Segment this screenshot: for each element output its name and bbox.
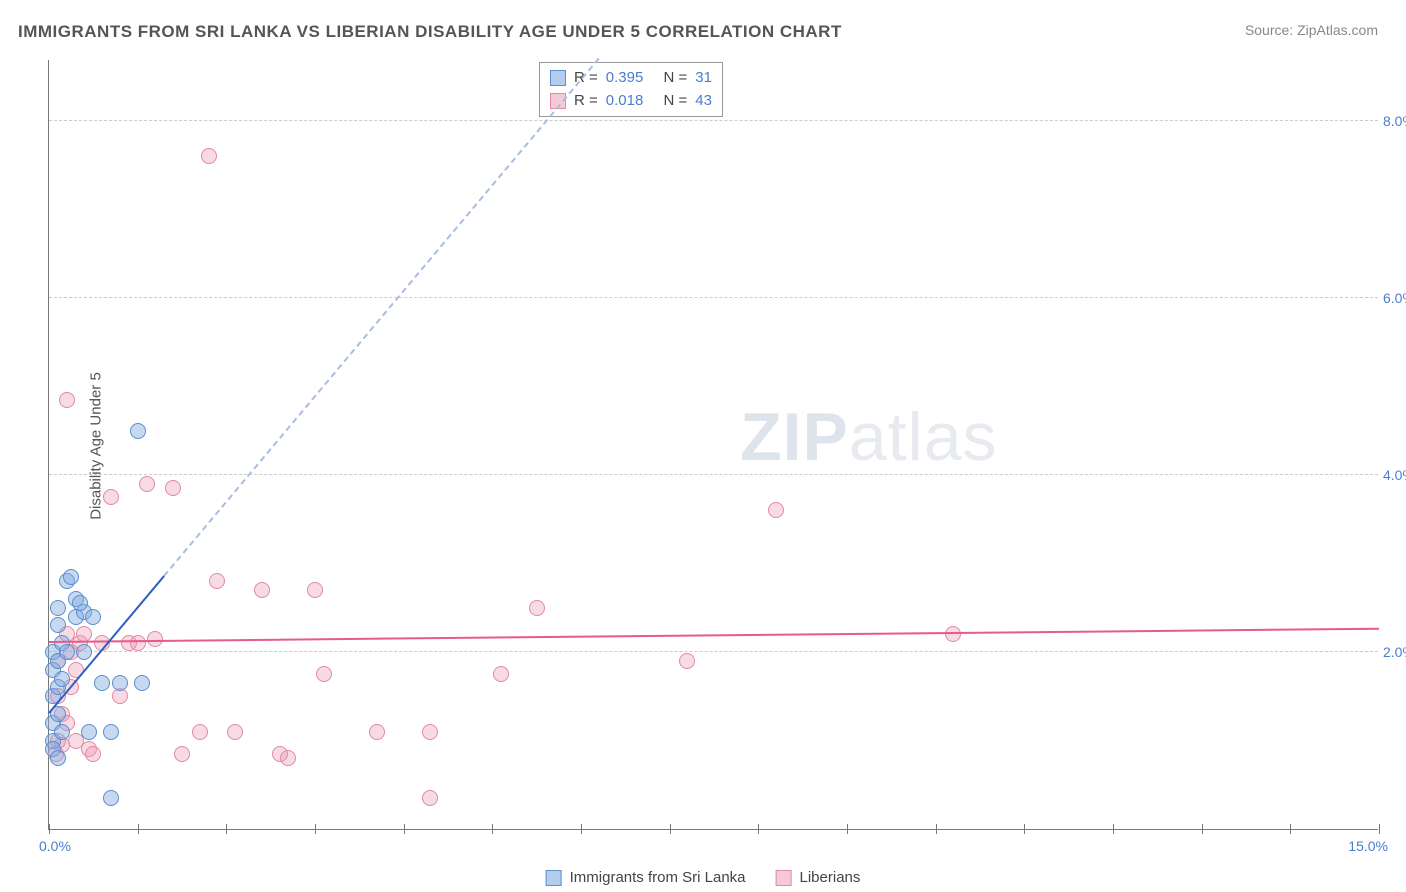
- x-tick: [226, 824, 227, 834]
- data-point: [85, 746, 101, 762]
- x-tick: [936, 824, 937, 834]
- data-point: [54, 671, 70, 687]
- data-point: [134, 675, 150, 691]
- data-point: [254, 582, 270, 598]
- data-point: [85, 609, 101, 625]
- x-tick: [670, 824, 671, 834]
- watermark: ZIPatlas: [740, 398, 997, 476]
- data-point: [422, 724, 438, 740]
- x-tick: [1113, 824, 1114, 834]
- data-point: [768, 502, 784, 518]
- r-label: R =: [574, 90, 598, 113]
- n-label: N =: [663, 67, 687, 90]
- legend-swatch-pink-icon: [776, 870, 792, 886]
- data-point: [201, 148, 217, 164]
- data-point: [316, 666, 332, 682]
- x-tick: [758, 824, 759, 834]
- data-point: [165, 480, 181, 496]
- data-point: [72, 595, 88, 611]
- y-tick-label: 4.0%: [1383, 467, 1406, 483]
- chart-title: IMMIGRANTS FROM SRI LANKA VS LIBERIAN DI…: [18, 22, 842, 42]
- r-value-blue: 0.395: [606, 67, 644, 90]
- data-point: [94, 675, 110, 691]
- data-point: [192, 724, 208, 740]
- y-tick-label: 6.0%: [1383, 290, 1406, 306]
- data-point: [59, 392, 75, 408]
- legend-label-pink: Liberians: [800, 869, 861, 886]
- y-tick-label: 8.0%: [1383, 113, 1406, 129]
- x-tick: [49, 824, 50, 834]
- n-value-pink: 43: [695, 90, 712, 113]
- data-point: [54, 724, 70, 740]
- data-point: [679, 653, 695, 669]
- source-prefix: Source:: [1245, 22, 1297, 38]
- gridline: [49, 120, 1378, 121]
- data-point: [147, 631, 163, 647]
- gridline: [49, 651, 1378, 652]
- data-point: [103, 790, 119, 806]
- x-tick: [581, 824, 582, 834]
- legend-item-pink: Liberians: [776, 869, 861, 886]
- stats-row-pink: R = 0.018 N = 43: [550, 90, 712, 113]
- data-point: [63, 569, 79, 585]
- x-tick: [315, 824, 316, 834]
- y-tick-label: 2.0%: [1383, 644, 1406, 660]
- source-attribution: Source: ZipAtlas.com: [1245, 22, 1378, 38]
- data-point: [174, 746, 190, 762]
- x-tick: [847, 824, 848, 834]
- x-tick: [138, 824, 139, 834]
- gridline: [49, 297, 1378, 298]
- data-point: [76, 644, 92, 660]
- x-tick: [1379, 824, 1380, 834]
- x-tick: [1024, 824, 1025, 834]
- trend-line: [49, 628, 1379, 643]
- x-tick: [404, 824, 405, 834]
- data-point: [493, 666, 509, 682]
- data-point: [209, 573, 225, 589]
- data-point: [130, 635, 146, 651]
- data-point: [50, 750, 66, 766]
- data-point: [59, 644, 75, 660]
- stats-box: R = 0.395 N = 31 R = 0.018 N = 43: [539, 62, 723, 117]
- n-value-blue: 31: [695, 67, 712, 90]
- data-point: [227, 724, 243, 740]
- data-point: [422, 790, 438, 806]
- data-point: [50, 617, 66, 633]
- data-point: [50, 600, 66, 616]
- data-point: [103, 489, 119, 505]
- data-point: [130, 423, 146, 439]
- x-tick: [1290, 824, 1291, 834]
- trend-line: [164, 57, 601, 576]
- legend: Immigrants from Sri Lanka Liberians: [546, 869, 861, 886]
- n-label: N =: [663, 90, 687, 113]
- x-tick: [492, 824, 493, 834]
- x-tick-min: 0.0%: [39, 838, 71, 854]
- legend-swatch-blue-icon: [546, 870, 562, 886]
- x-tick: [1202, 824, 1203, 834]
- swatch-blue-icon: [550, 70, 566, 86]
- data-point: [103, 724, 119, 740]
- data-point: [307, 582, 323, 598]
- legend-label-blue: Immigrants from Sri Lanka: [570, 869, 746, 886]
- data-point: [369, 724, 385, 740]
- x-tick-max: 15.0%: [1348, 838, 1388, 854]
- data-point: [529, 600, 545, 616]
- r-value-pink: 0.018: [606, 90, 644, 113]
- legend-item-blue: Immigrants from Sri Lanka: [546, 869, 746, 886]
- data-point: [112, 675, 128, 691]
- source-link[interactable]: ZipAtlas.com: [1297, 22, 1378, 38]
- data-point: [139, 476, 155, 492]
- data-point: [945, 626, 961, 642]
- scatter-plot: ZIPatlas R = 0.395 N = 31 R = 0.018 N = …: [48, 60, 1378, 830]
- data-point: [81, 724, 97, 740]
- data-point: [280, 750, 296, 766]
